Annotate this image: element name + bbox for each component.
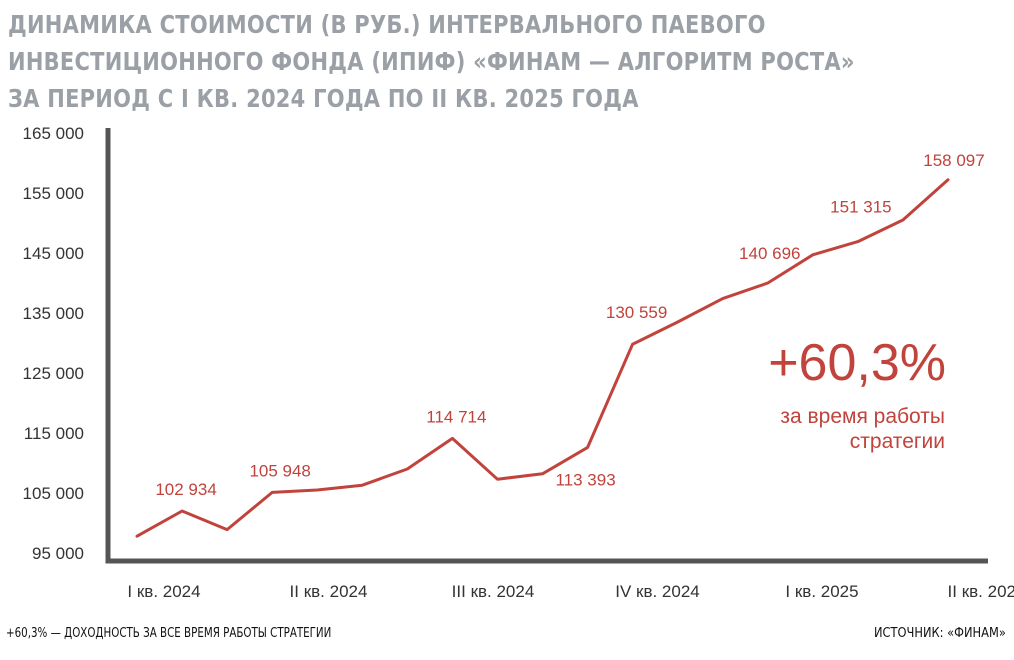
x-tick-label: II кв. 2025 — [948, 582, 1014, 601]
data-label: 130 559 — [606, 303, 667, 322]
series-line — [135, 178, 950, 538]
title-line-2: ИНВЕСТИЦИОННОГО ФОНДА (ИПИФ) «ФИНАМ — АЛ… — [8, 47, 855, 76]
data-label: 158 097 — [923, 151, 984, 170]
y-tick-label: 145 000 — [23, 244, 84, 263]
series-group — [135, 178, 950, 538]
y-tick-label: 165 000 — [23, 124, 84, 143]
data-label: 113 393 — [555, 470, 615, 489]
data-label: 114 714 — [426, 407, 486, 426]
x-tick-label: I кв. 2024 — [127, 582, 200, 601]
y-tick-label: 95 000 — [32, 544, 84, 563]
y-tick-label: 155 000 — [23, 184, 84, 203]
data-label: 102 934 — [155, 480, 216, 499]
data-label: 105 948 — [249, 461, 310, 480]
y-tick-label: 115 000 — [24, 424, 84, 443]
chart-title: ДИНАМИКА СТОИМОСТИ (В РУБ.) ИНТЕРВАЛЬНОГ… — [8, 6, 855, 117]
title-line-1: ДИНАМИКА СТОИМОСТИ (В РУБ.) ИНТЕРВАЛЬНОГ… — [8, 10, 766, 39]
data-label: 140 696 — [739, 244, 800, 263]
annotation: +60,3% за время работы стратегии — [768, 334, 946, 453]
x-axis-ticks: I кв. 2024 II кв. 2024 III кв. 2024 IV кв. … — [127, 582, 1014, 601]
x-tick-label: IV кв. 2024 — [615, 582, 700, 601]
annotation-sub-line-2: стратегии — [850, 430, 945, 453]
y-tick-label: 135 000 — [23, 304, 84, 323]
footnote: +60,3% — ДОХОДНОСТЬ ЗА ВСЕ ВРЕМЯ РАБОТЫ … — [6, 626, 332, 641]
data-label: 151 315 — [830, 198, 891, 217]
annotation-sub-line-1: за время работы — [780, 405, 945, 428]
title-line-3: ЗА ПЕРИОД С I КВ. 2024 ГОДА ПО II КВ. 20… — [8, 84, 639, 113]
x-tick-label: II кв. 2024 — [290, 582, 368, 601]
source-note: ИСТОЧНИК: «ФИНАМ» — [874, 626, 1006, 641]
data-labels-group: 102 934 105 948 114 714 113 393 130 559 140 6… — [155, 151, 984, 499]
y-axis-ticks: 95 000 105 000 115 000 125 000 135 000 145 00… — [23, 124, 84, 563]
y-tick-label: 125 000 — [23, 364, 84, 383]
x-tick-label: III кв. 2024 — [452, 582, 535, 601]
y-tick-label: 105 000 — [23, 484, 84, 503]
x-tick-label: I кв. 2025 — [785, 582, 858, 601]
annotation-big: +60,3% — [768, 334, 946, 392]
